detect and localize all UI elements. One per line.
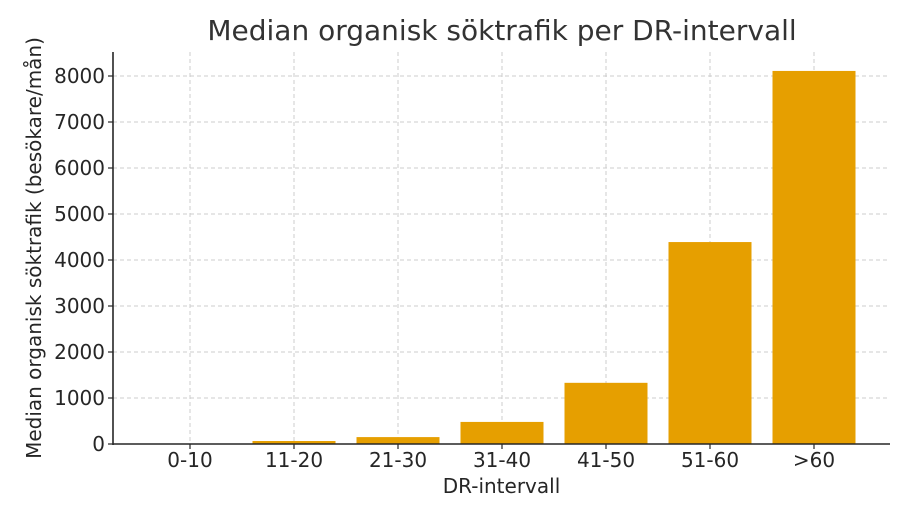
- y-tick-label: 3000: [54, 294, 105, 318]
- x-axis-label: DR-intervall: [442, 474, 561, 498]
- y-tick-label: 7000: [54, 110, 105, 134]
- x-tick-label: 31-40: [473, 448, 531, 472]
- bar-51-60: [668, 242, 752, 444]
- bar-41-50: [564, 382, 648, 444]
- x-tick-label: 41-50: [577, 448, 635, 472]
- x-tick-label: 51-60: [681, 448, 739, 472]
- y-tick-label: 4000: [54, 248, 105, 272]
- y-tick-label: 8000: [54, 64, 105, 88]
- y-tick-label: 0: [92, 432, 105, 456]
- x-tick-label: >60: [793, 448, 835, 472]
- y-tick-label: 5000: [54, 202, 105, 226]
- y-tick-label: 1000: [54, 386, 105, 410]
- y-tick-label: 2000: [54, 340, 105, 364]
- x-tick-label: 21-30: [369, 448, 427, 472]
- x-tick-label: 0-10: [167, 448, 212, 472]
- chart-title: Median organisk söktrafik per DR-interva…: [207, 14, 797, 47]
- bar-31-40: [460, 421, 544, 444]
- y-tick-label: 6000: [54, 156, 105, 180]
- bar->60: [772, 70, 856, 444]
- bar-11-20: [252, 441, 336, 444]
- x-tick-label: 11-20: [265, 448, 323, 472]
- bar-21-30: [356, 437, 440, 444]
